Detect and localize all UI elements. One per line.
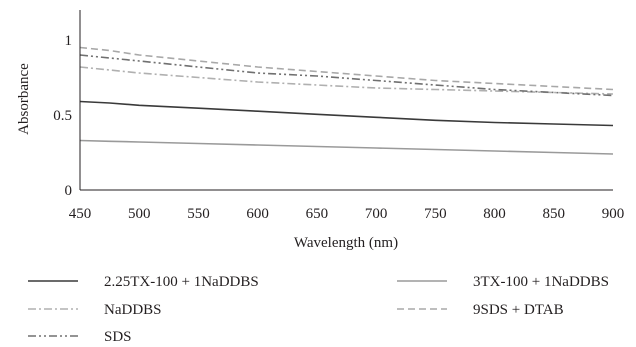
legend-label: 2.25TX-100 + 1NaDDBS bbox=[104, 274, 259, 290]
series-line bbox=[80, 141, 613, 155]
y-tick-label: 1 bbox=[65, 33, 73, 49]
legend-label: NaDDBS bbox=[104, 302, 162, 318]
x-tick-labels: 450 500 550 600 650 700 750 800 850 900 bbox=[69, 206, 625, 222]
legend: 2.25TX-100 + 1NaDDBS 3TX-100 + 1NaDDBS NaD… bbox=[28, 274, 609, 345]
legend-label: SDS bbox=[104, 329, 132, 345]
legend-label: 3TX-100 + 1NaDDBS bbox=[473, 274, 609, 290]
y-tick-label: 0.5 bbox=[53, 108, 72, 124]
x-tick-label: 450 bbox=[69, 206, 92, 222]
x-tick-label: 800 bbox=[483, 206, 506, 222]
legend-label: 9SDS + DTAB bbox=[473, 302, 564, 318]
x-tick-label: 700 bbox=[365, 206, 388, 222]
y-tick-label: 0 bbox=[65, 183, 73, 199]
y-axis-title: Absorbance bbox=[16, 63, 32, 135]
y-tick-labels: 00.51 bbox=[53, 33, 72, 199]
plot-lines bbox=[80, 48, 613, 155]
x-tick-label: 500 bbox=[128, 206, 151, 222]
x-tick-label: 900 bbox=[602, 206, 625, 222]
x-tick-label: 600 bbox=[246, 206, 269, 222]
x-tick-label: 850 bbox=[543, 206, 566, 222]
series-line bbox=[80, 48, 613, 90]
x-tick-label: 750 bbox=[424, 206, 447, 222]
series-line bbox=[80, 67, 613, 94]
x-tick-label: 650 bbox=[306, 206, 329, 222]
x-axis-title: Wavelength (nm) bbox=[294, 235, 398, 251]
series-line bbox=[80, 102, 613, 126]
x-tick-label: 550 bbox=[187, 206, 210, 222]
